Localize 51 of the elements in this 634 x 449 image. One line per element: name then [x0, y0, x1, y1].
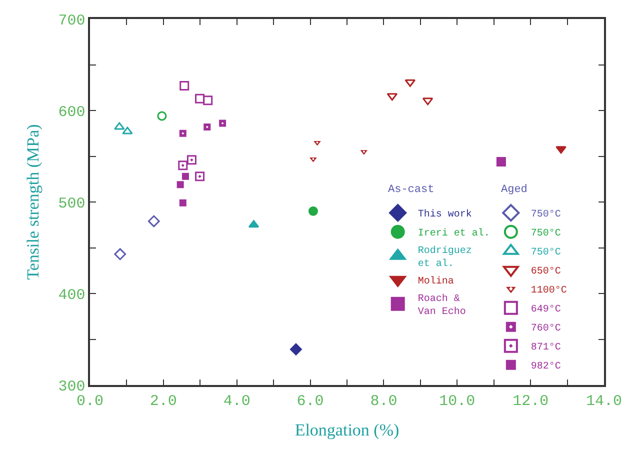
- x-tick-label: 14.0: [586, 392, 622, 410]
- point: [218, 118, 228, 128]
- point: [186, 155, 196, 165]
- point: [178, 160, 188, 170]
- y-tick-label: 300: [58, 378, 86, 396]
- y-axis-title: Tensile strength (MPa): [23, 124, 42, 280]
- point: [114, 122, 125, 130]
- legend-label: 649°C: [530, 304, 561, 316]
- y-tick-label: 700: [58, 12, 86, 30]
- point: [180, 81, 190, 91]
- legend-label: Roach & Van Echo: [418, 293, 466, 318]
- point: [195, 172, 205, 182]
- legend-label: Molina: [418, 276, 454, 288]
- point: [176, 180, 185, 190]
- x-tick-label: 6.0: [296, 392, 324, 410]
- legend-label: 650°C: [530, 266, 561, 278]
- x-axis-title: Elongation (%): [294, 420, 400, 440]
- legend-label: 750°C: [530, 228, 561, 240]
- legend-label: 760°C: [530, 324, 561, 335]
- x-tick-label: 12.0: [512, 392, 549, 410]
- x-tick-label: 2.0: [150, 392, 177, 410]
- point: [195, 94, 205, 104]
- y-tick-label: 500: [58, 195, 86, 212]
- point: [178, 128, 188, 138]
- point: [556, 146, 566, 154]
- point: [148, 215, 160, 228]
- legend-label: 871°C: [530, 342, 561, 354]
- point: [178, 198, 188, 208]
- point: [180, 172, 190, 181]
- x-tick-label: 8.0: [370, 392, 398, 410]
- legend-label: 750°C: [530, 210, 561, 221]
- legend-label: This work: [418, 208, 472, 221]
- point: [308, 206, 318, 216]
- legend-label: 1100°C: [530, 286, 567, 297]
- y-tick-label: 400: [58, 286, 86, 304]
- legend-label: 750°C: [530, 248, 561, 259]
- annotation: As-cast: [388, 184, 434, 196]
- point: [114, 248, 126, 260]
- annotation: Aged: [501, 184, 528, 196]
- y-tick-label: 600: [58, 104, 86, 121]
- x-tick-label: 0.0: [76, 392, 104, 410]
- point: [157, 111, 167, 121]
- point: [203, 96, 213, 106]
- legend-label: Ireri et al.: [418, 228, 490, 240]
- x-tick-label: 4.0: [223, 392, 250, 410]
- legend-label: Rodríguez et al.: [418, 245, 472, 270]
- legend-label: 982°C: [530, 362, 561, 373]
- x-tick-label: 10.0: [439, 392, 476, 410]
- point: [290, 343, 302, 356]
- point: [496, 156, 506, 166]
- point: [122, 126, 133, 134]
